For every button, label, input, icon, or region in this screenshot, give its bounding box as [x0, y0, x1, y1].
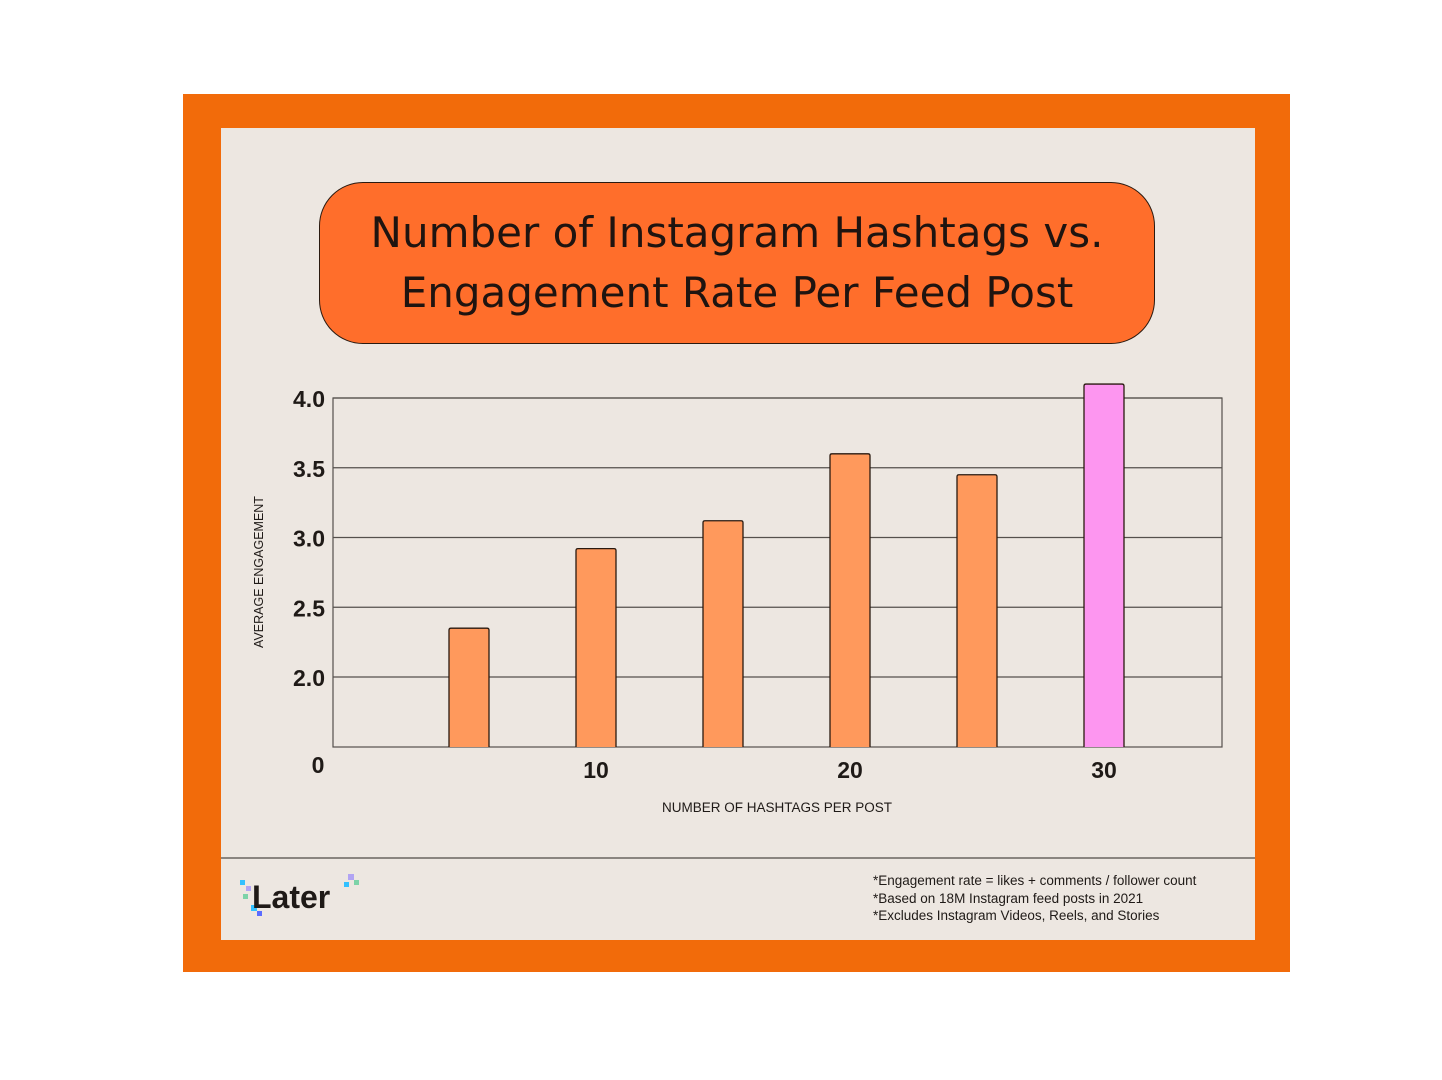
bar [829, 453, 871, 747]
bar [702, 520, 744, 747]
footnotes: *Engagement rate = likes + comments / fo… [873, 872, 1196, 925]
bar [448, 627, 490, 747]
y-tick-label: 3.0 [293, 526, 325, 552]
y-tick-label: 4.0 [293, 386, 325, 412]
y-tick-label: 3.5 [293, 456, 325, 482]
y-tick-label: 2.0 [293, 665, 325, 691]
x-tick-label: 30 [1091, 757, 1117, 783]
chart-title-line-2: Engagement Rate Per Feed Post [400, 268, 1074, 317]
footer-divider [221, 857, 1255, 859]
x-tick-label: 10 [583, 757, 609, 783]
footnote-2: *Based on 18M Instagram feed posts in 20… [873, 890, 1144, 906]
later-logo: Later [240, 874, 359, 916]
chart-title: Number of Instagram Hashtags vs. Engagem… [319, 182, 1155, 344]
footnote-1: *Engagement rate = likes + comments / fo… [873, 873, 1197, 888]
y-axis-title: AVERAGE ENGAGEMENT [252, 496, 266, 648]
bar [956, 474, 998, 747]
bar [1083, 383, 1125, 747]
footnote-3: *Excludes Instagram Videos, Reels, and S… [873, 908, 1160, 923]
chart-title-line-1: Number of Instagram Hashtags vs. [370, 208, 1104, 257]
later-logo-text: Later [252, 879, 330, 915]
y-tick-label: 2.5 [293, 595, 325, 621]
x-axis-title: NUMBER OF HASHTAGS PER POST [662, 800, 892, 815]
bar [575, 548, 617, 747]
x-tick-label: 20 [837, 757, 863, 783]
y-tick-label: 0 [312, 752, 325, 778]
